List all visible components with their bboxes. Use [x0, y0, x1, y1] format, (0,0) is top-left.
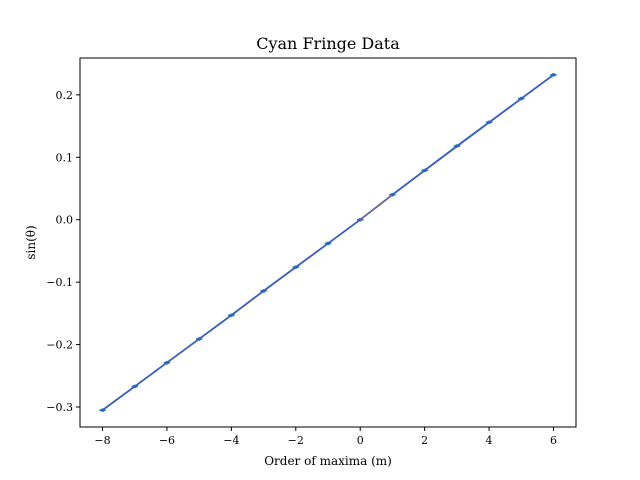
y-tick-label-2: −0.1	[46, 276, 73, 289]
plot-layer	[99, 73, 557, 412]
x-tick-label-4: 0	[357, 434, 364, 447]
y-tick-label-3: 0.0	[56, 214, 74, 227]
x-tick-label-2: −4	[223, 434, 239, 447]
fit-line-3	[359, 194, 393, 221]
x-tick-label-5: 2	[421, 434, 428, 447]
axes-frame	[79, 57, 577, 428]
x-tick-label-6: 4	[486, 434, 493, 447]
y-axis-label: sin(θ)	[24, 225, 38, 259]
y-tick-label-1: −0.2	[46, 339, 73, 352]
x-tick-label-1: −6	[159, 434, 175, 447]
chart-title: Cyan Fringe Data	[256, 34, 400, 53]
y-tick-label-5: 0.2	[56, 89, 74, 102]
x-tick-label-0: −8	[94, 434, 110, 447]
x-tick-label-3: −2	[288, 434, 304, 447]
fit-line-4	[392, 74, 554, 196]
fit-line-2	[102, 219, 361, 411]
x-axis-label: Order of maxima (m)	[264, 454, 392, 468]
y-tick-label-4: 0.1	[56, 151, 74, 164]
y-tick-label-0: −0.3	[46, 401, 73, 414]
x-tick-label-7: 6	[550, 434, 557, 447]
ticks-layer: −8 −6 −4 −2 0 2 4 6 −0.3 −0.2 −0.1 0.0 0.1 0.2	[46, 89, 557, 447]
